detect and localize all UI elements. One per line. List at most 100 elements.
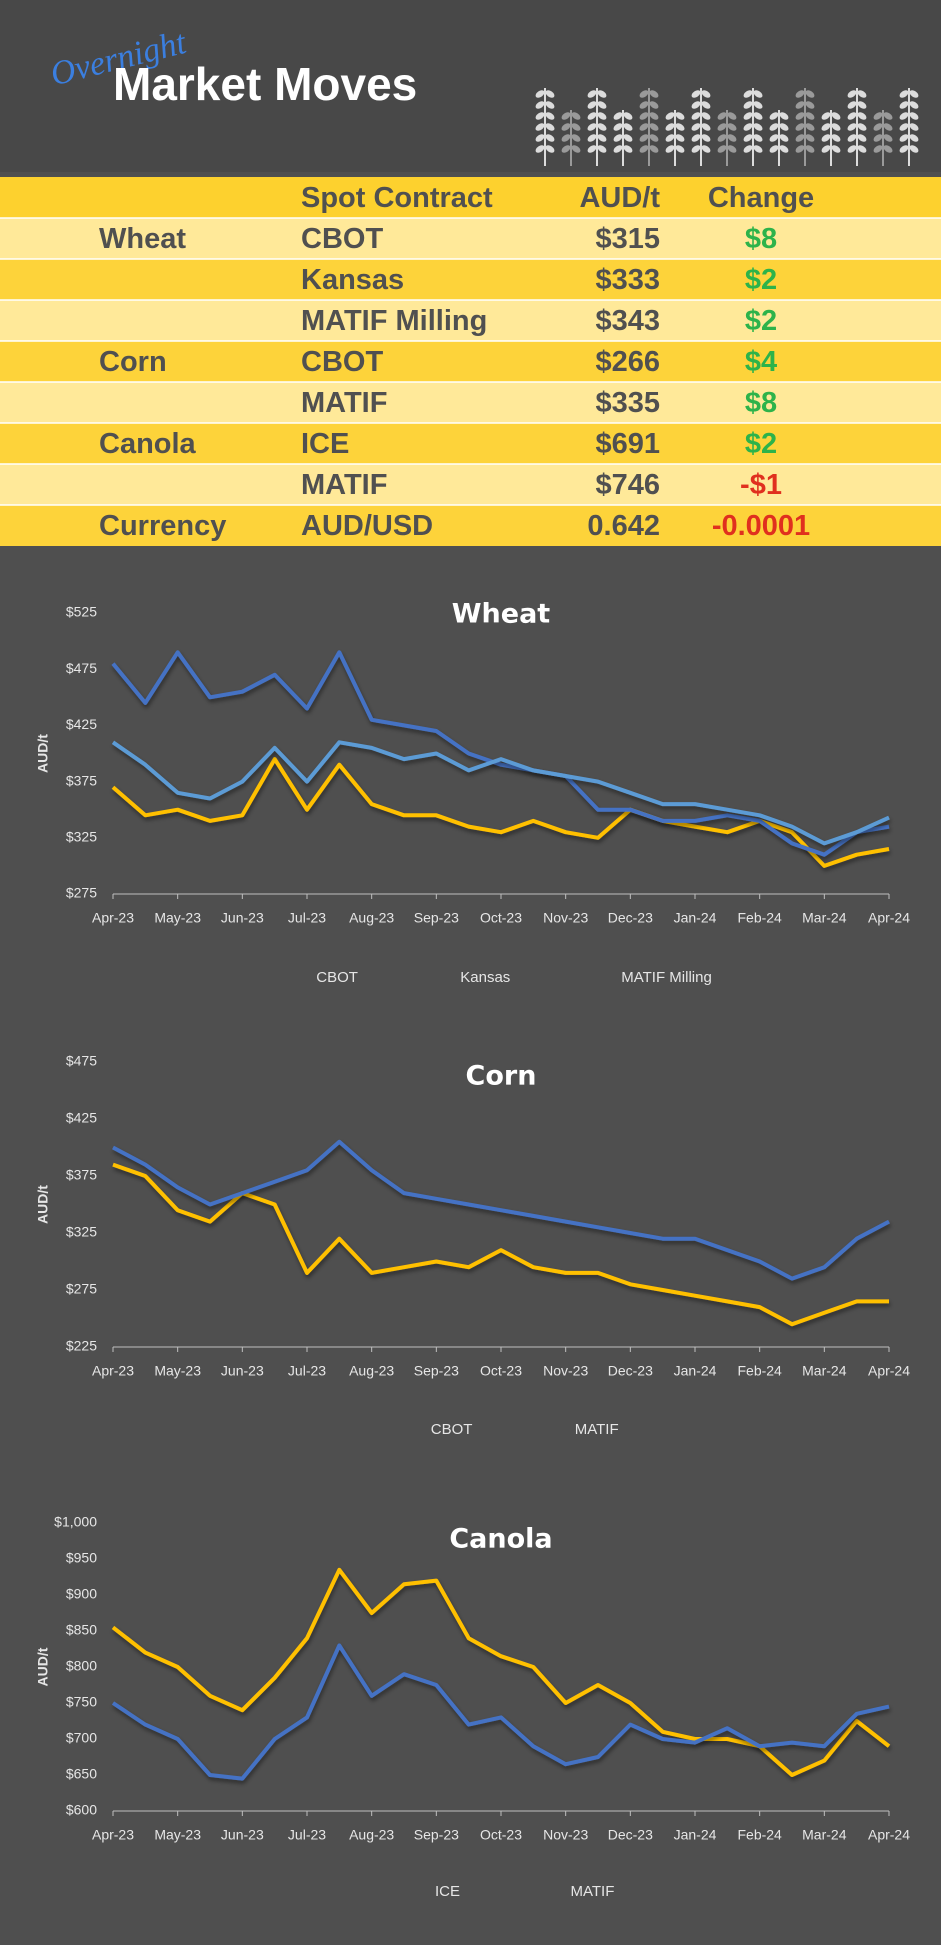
- grain: [571, 134, 581, 142]
- grain: [857, 145, 867, 153]
- grain: [805, 123, 815, 131]
- grain: [795, 145, 805, 153]
- x-tick-label: Oct-23: [480, 910, 522, 926]
- grain: [873, 123, 883, 131]
- grain: [847, 145, 857, 153]
- change: $8: [745, 223, 777, 255]
- grain: [597, 123, 607, 131]
- grain: [753, 123, 763, 131]
- legend-label: CBOT: [316, 969, 358, 986]
- commodity: Wheat: [99, 223, 186, 255]
- change: $8: [745, 387, 777, 419]
- header-title: Market Moves: [113, 58, 417, 110]
- grain: [649, 90, 659, 98]
- x-tick-label: Jul-23: [288, 910, 326, 926]
- y-tick-label: $375: [66, 1167, 97, 1183]
- x-tick-label: Sep-23: [414, 1827, 459, 1843]
- column-header: Change: [708, 182, 814, 214]
- grain: [691, 134, 701, 142]
- grain: [639, 145, 649, 153]
- grain: [821, 123, 831, 131]
- grain: [675, 145, 685, 153]
- grain: [847, 101, 857, 109]
- x-tick-label: May-23: [154, 1363, 201, 1379]
- y-tick-label: $750: [66, 1694, 97, 1710]
- grain: [613, 123, 623, 131]
- y-axis-label: AUD/t: [35, 1185, 51, 1224]
- grain: [831, 145, 841, 153]
- x-tick-label: Feb-24: [737, 910, 782, 926]
- y-tick-label: $1,000: [54, 1514, 97, 1530]
- grain: [639, 90, 649, 98]
- grain: [769, 134, 779, 142]
- table-row: [0, 423, 941, 464]
- grain: [701, 123, 711, 131]
- grain: [623, 112, 633, 120]
- x-tick-label: Mar-24: [802, 1827, 847, 1843]
- grain: [743, 134, 753, 142]
- grain: [535, 123, 545, 131]
- grain: [743, 123, 753, 131]
- legend-label: MATIF: [575, 1421, 619, 1438]
- x-tick-label: Aug-23: [349, 1363, 394, 1379]
- grain: [701, 112, 711, 120]
- grain: [795, 123, 805, 131]
- grain: [535, 112, 545, 120]
- x-tick-label: May-23: [154, 1827, 201, 1843]
- contract: ICE: [301, 428, 349, 460]
- y-tick-label: $225: [66, 1338, 97, 1354]
- grain: [805, 112, 815, 120]
- y-tick-label: $375: [66, 772, 97, 788]
- grain: [597, 101, 607, 109]
- x-tick-label: Dec-23: [608, 1827, 653, 1843]
- grain: [769, 112, 779, 120]
- legend-label: Kansas: [460, 969, 510, 986]
- grain: [639, 134, 649, 142]
- price: $315: [595, 223, 660, 255]
- contract: Kansas: [301, 264, 404, 296]
- y-tick-label: $700: [66, 1730, 97, 1746]
- grain: [727, 123, 737, 131]
- grain: [691, 123, 701, 131]
- grain: [753, 134, 763, 142]
- grain: [639, 101, 649, 109]
- grain: [779, 134, 789, 142]
- grain: [613, 112, 623, 120]
- grain: [613, 134, 623, 142]
- x-tick-label: Apr-23: [92, 1827, 134, 1843]
- grain: [665, 145, 675, 153]
- header-band: [0, 0, 941, 172]
- grain: [805, 101, 815, 109]
- grain: [899, 90, 909, 98]
- contract: CBOT: [301, 223, 383, 255]
- grain: [779, 123, 789, 131]
- x-tick-label: Jul-23: [288, 1827, 326, 1843]
- grain: [743, 90, 753, 98]
- grain: [587, 134, 597, 142]
- grain: [909, 145, 919, 153]
- x-tick-label: Jun-23: [221, 1363, 264, 1379]
- series-line: [111, 740, 890, 846]
- grain: [597, 90, 607, 98]
- grain: [623, 123, 633, 131]
- table-row: [0, 464, 941, 505]
- y-tick-label: $275: [66, 1281, 97, 1297]
- grain: [545, 101, 555, 109]
- grain: [545, 123, 555, 131]
- y-tick-label: $850: [66, 1622, 97, 1638]
- grain: [847, 90, 857, 98]
- column-header: Spot Contract: [301, 182, 493, 214]
- grain: [795, 112, 805, 120]
- x-tick-label: Apr-23: [92, 910, 134, 926]
- grain: [597, 134, 607, 142]
- grain: [675, 123, 685, 131]
- x-tick-label: Oct-23: [480, 1827, 522, 1843]
- x-tick-label: Oct-23: [480, 1363, 522, 1379]
- grain: [691, 112, 701, 120]
- grain: [769, 145, 779, 153]
- table-row: [0, 300, 941, 341]
- y-tick-label: $475: [66, 1053, 97, 1069]
- price: $266: [595, 346, 660, 378]
- x-tick-label: Nov-23: [543, 910, 588, 926]
